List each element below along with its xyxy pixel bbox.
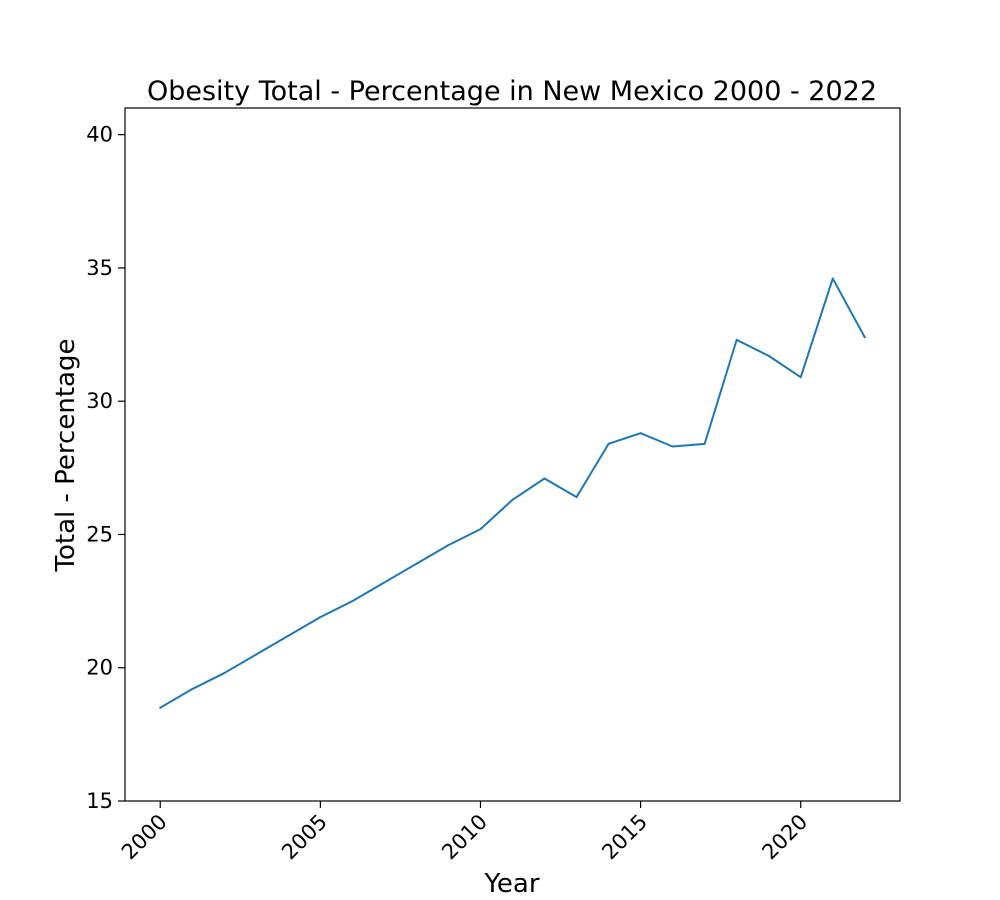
- data-point: [543, 477, 546, 480]
- chart-title: Obesity Total - Percentage in New Mexico…: [147, 76, 877, 107]
- data-point: [319, 616, 322, 619]
- data-point: [607, 442, 610, 445]
- data-point: [415, 562, 418, 565]
- y-axis-ticks: 15 20 25 30 35 40: [86, 123, 125, 813]
- y-tick-label: 40: [86, 123, 113, 147]
- data-point: [351, 600, 354, 603]
- data-point: [575, 496, 578, 499]
- y-tick-label: 30: [86, 389, 113, 413]
- data-point: [703, 442, 706, 445]
- y-tick-label: 25: [86, 522, 113, 546]
- data-point: [863, 336, 866, 339]
- data-point: [767, 354, 770, 357]
- data-point: [255, 653, 258, 656]
- data-point: [639, 432, 642, 435]
- data-point: [383, 581, 386, 584]
- plot-area: [124, 107, 901, 802]
- y-axis-label: Total - Percentage: [51, 339, 81, 573]
- data-point: [511, 498, 514, 501]
- data-point: [191, 688, 194, 691]
- x-axis-label: Year: [483, 869, 539, 899]
- data-point: [447, 544, 450, 547]
- data-point: [159, 706, 162, 709]
- y-tick-label: 35: [86, 256, 113, 280]
- y-tick-label: 20: [86, 656, 113, 680]
- data-point: [287, 634, 290, 637]
- data-point: [671, 445, 674, 448]
- data-point: [735, 338, 738, 341]
- data-point: [799, 376, 802, 379]
- data-point: [479, 528, 482, 531]
- data-point: [831, 277, 834, 280]
- data-point: [223, 672, 226, 675]
- y-tick-label: 15: [86, 789, 113, 813]
- plot-frame: [124, 107, 901, 802]
